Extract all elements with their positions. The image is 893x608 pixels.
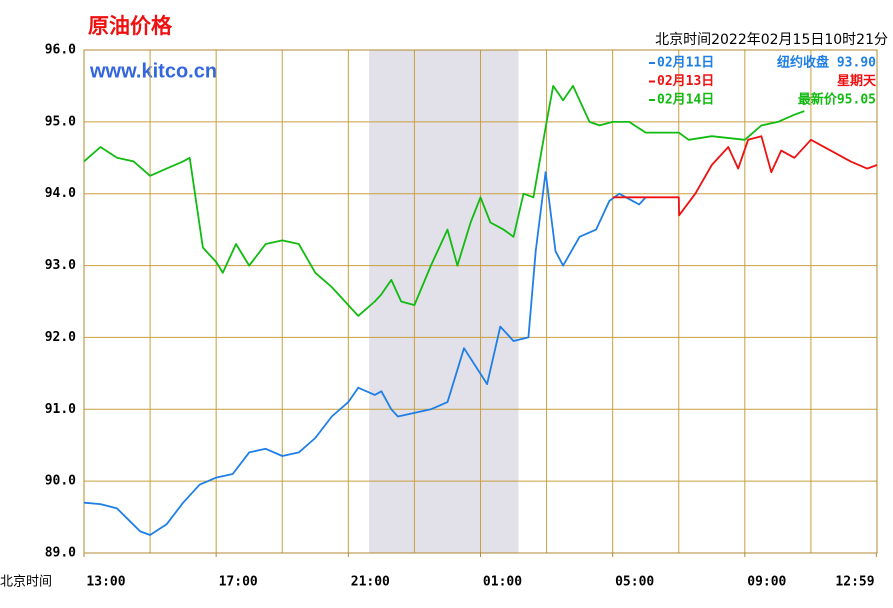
y-tick-label: 92.0	[45, 330, 76, 345]
shaded-region	[369, 50, 519, 553]
legend-label: 02月14日	[657, 93, 714, 108]
y-tick-label: 90.0	[45, 474, 76, 489]
y-tick-label: 89.0	[45, 546, 76, 561]
y-tick-label: 93.0	[45, 258, 76, 273]
y-tick-label: 94.0	[45, 186, 76, 201]
x-tick-label: 05:00	[615, 575, 654, 590]
y-tick-label: 95.0	[45, 114, 76, 129]
series-line	[83, 85, 805, 317]
y-tick-label: 96.0	[45, 43, 76, 58]
legend-note: 星期天	[837, 74, 877, 89]
subtitle: www.kitco.cn	[89, 60, 217, 82]
x-tick-label: 13:00	[86, 575, 125, 590]
legend-note: 纽约收盘 93.90	[777, 55, 876, 71]
y-tick-label: 91.0	[45, 402, 76, 417]
timestamp: 北京时间2022年02月15日10时21分	[655, 32, 888, 48]
x-tick-label: 12:59	[835, 575, 874, 590]
legend-label: 02月11日	[657, 56, 714, 71]
x-tick-label: 01:00	[483, 575, 522, 590]
x-axis-label: 北京时间	[0, 575, 52, 590]
chart-title: 原油价格	[88, 14, 173, 38]
legend-note: 最新价95.05	[798, 92, 876, 108]
x-tick-label: 17:00	[219, 575, 258, 590]
x-tick-label: 21:00	[351, 575, 390, 590]
x-tick-label: 09:00	[747, 575, 786, 590]
legend-label: 02月13日	[657, 74, 714, 89]
series-line	[83, 171, 647, 536]
series-line	[612, 135, 878, 217]
